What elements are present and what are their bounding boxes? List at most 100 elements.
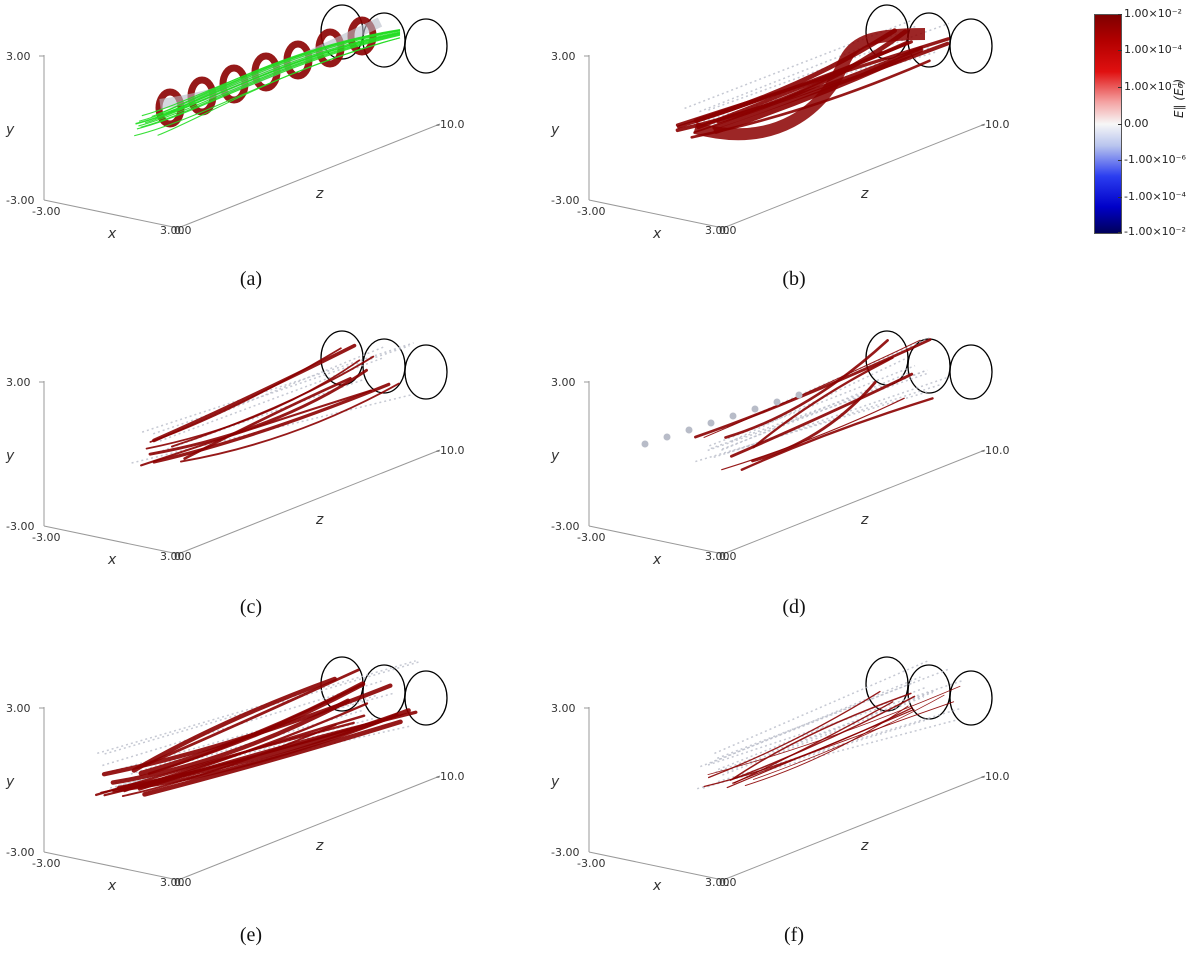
z-end-label: -10.0 bbox=[981, 770, 1009, 783]
field-line bbox=[135, 32, 401, 125]
neutral-streak bbox=[167, 345, 386, 435]
z-axis-line bbox=[177, 775, 441, 881]
colorbar bbox=[1094, 14, 1122, 234]
colorbar-tick: -1.00×10⁻⁴ bbox=[1118, 190, 1186, 203]
x-axis-label: x bbox=[652, 878, 662, 894]
panel-c: 3.00 -3.00 -3.00 3.00 0.0 -10.0 y x z bbox=[0, 326, 540, 636]
y-axis-label: y bbox=[550, 774, 560, 790]
colorbar-tick: -1.00×10⁻⁶ bbox=[1118, 153, 1186, 166]
x-min-label: -3.00 bbox=[577, 857, 605, 870]
y-min-label: -3.00 bbox=[551, 194, 579, 207]
colorbar-gradient bbox=[1094, 14, 1122, 234]
reference-ellipse bbox=[404, 344, 448, 400]
x-axis-line bbox=[43, 525, 179, 555]
x-axis-line bbox=[43, 851, 179, 881]
x-axis-line bbox=[588, 199, 724, 229]
x-max-label: 3.00 bbox=[705, 224, 730, 237]
field-line bbox=[138, 31, 401, 122]
neutral-streak bbox=[721, 372, 909, 451]
z-axis-line bbox=[722, 123, 986, 229]
caption-e: (e) bbox=[239, 924, 263, 946]
z-axis-line bbox=[177, 123, 441, 229]
positive-field-strand bbox=[152, 382, 391, 464]
z-start-label: 0.0 bbox=[719, 224, 737, 237]
y-min-label: -3.00 bbox=[551, 846, 579, 859]
positive-field-strand bbox=[724, 339, 889, 439]
z-end-label: -10.0 bbox=[436, 118, 464, 131]
colorbar-tick: 1.00×10⁻⁶ bbox=[1118, 80, 1182, 93]
x-min-label: -3.00 bbox=[32, 205, 60, 218]
positive-field-strand bbox=[131, 676, 337, 773]
neutral-streak bbox=[117, 713, 404, 787]
positive-field-strand bbox=[751, 381, 877, 463]
panel-d: 3.00 -3.00 -3.00 3.00 0.0 -10.0 y x z bbox=[545, 326, 1085, 636]
positive-field-strand bbox=[731, 701, 955, 784]
z-end-label: -10.0 bbox=[436, 770, 464, 783]
neutral-streak bbox=[714, 660, 928, 755]
z-end-label: -10.0 bbox=[981, 118, 1009, 131]
panel-b: 3.00 -3.00 -3.00 3.00 0.0 -10.0 y x z bbox=[545, 0, 1085, 310]
y-axis-label: y bbox=[5, 774, 15, 790]
positive-field-strand bbox=[729, 695, 916, 781]
positive-field-strand bbox=[675, 46, 923, 133]
z-start-label: 0.0 bbox=[174, 224, 192, 237]
y-axis-label: y bbox=[5, 448, 15, 464]
caption-a: (a) bbox=[239, 268, 263, 290]
z-start-label: 0.0 bbox=[174, 876, 192, 889]
x-axis-line bbox=[43, 199, 179, 229]
caption-f: (f) bbox=[784, 924, 804, 946]
y-axis-label: y bbox=[550, 448, 560, 464]
z-start-label: 0.0 bbox=[719, 876, 737, 889]
z-axis-label: z bbox=[315, 512, 324, 528]
y-min-label: -3.00 bbox=[6, 194, 34, 207]
y-min-label: -3.00 bbox=[6, 520, 34, 533]
neutral-streak bbox=[695, 391, 928, 463]
y-max-label: 3.00 bbox=[551, 376, 576, 389]
z-start-label: 0.0 bbox=[174, 550, 192, 563]
positive-field-strand bbox=[145, 359, 361, 450]
positive-field-strand bbox=[744, 705, 909, 787]
z-end-label: -10.0 bbox=[981, 444, 1009, 457]
neutral-streak bbox=[716, 668, 950, 759]
x-max-label: 3.00 bbox=[705, 550, 730, 563]
positive-field-strand bbox=[110, 698, 351, 785]
positive-field-strand bbox=[694, 338, 932, 439]
positive-field-strand bbox=[707, 685, 961, 775]
field-line bbox=[138, 33, 401, 127]
z-axis-label: z bbox=[315, 186, 324, 202]
y-max-label: 3.00 bbox=[6, 702, 31, 715]
positive-field-strand bbox=[142, 668, 360, 767]
x-max-label: 3.00 bbox=[705, 876, 730, 889]
positive-field-strand bbox=[180, 382, 400, 463]
positive-field-strand bbox=[729, 372, 914, 458]
neutral-blob bbox=[685, 426, 693, 434]
positive-field-strand bbox=[740, 397, 934, 471]
z-axis-label: z bbox=[315, 838, 324, 854]
field-line bbox=[156, 28, 401, 116]
x-max-label: 3.00 bbox=[160, 876, 185, 889]
z-axis-label: z bbox=[860, 186, 869, 202]
positive-field-strand bbox=[732, 692, 912, 780]
positive-field-strand bbox=[726, 709, 915, 789]
y-max-label: 3.00 bbox=[551, 50, 576, 63]
x-axis-line bbox=[588, 851, 724, 881]
field-line bbox=[134, 37, 401, 137]
reference-ellipse bbox=[404, 670, 448, 726]
panel-a: 3.00 -3.00 -3.00 3.00 0.0 -10.0 y x z bbox=[0, 0, 540, 310]
neutral-streak bbox=[715, 691, 934, 773]
neutral-streak bbox=[722, 696, 924, 776]
panel-e: 3.00 -3.00 -3.00 3.00 0.0 -10.0 y x z bbox=[0, 652, 540, 962]
field-line bbox=[154, 30, 401, 120]
neutral-streak bbox=[131, 393, 414, 464]
positive-field-strand bbox=[721, 397, 905, 471]
reference-ellipse bbox=[949, 670, 993, 726]
neutral-blob bbox=[729, 412, 737, 420]
positive-field-strand bbox=[140, 389, 373, 467]
caption-b: (b) bbox=[782, 268, 806, 290]
x-max-label: 3.00 bbox=[160, 550, 185, 563]
colorbar-tick: 0.00 bbox=[1118, 117, 1149, 130]
